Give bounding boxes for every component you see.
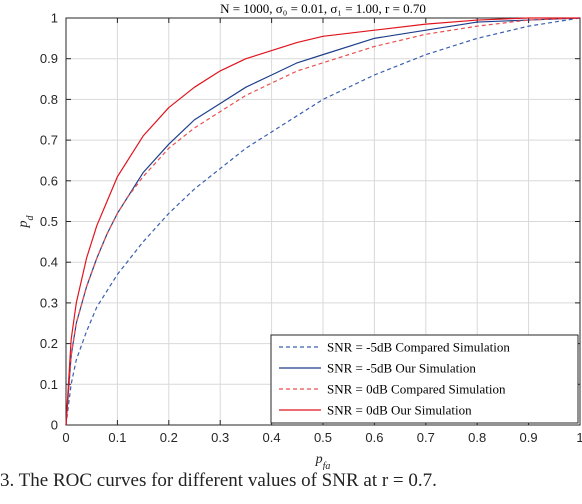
y-tick-label: 0.7 (40, 133, 58, 148)
x-tick-label: 0.4 (263, 430, 281, 445)
x-tick-label: 0.9 (520, 430, 538, 445)
y-tick-label: 0.6 (40, 173, 58, 188)
x-tick-label: 0.2 (160, 430, 178, 445)
series-line-1 (65, 17, 581, 426)
y-tick-label: 0.2 (40, 336, 58, 351)
legend: SNR = -5dB Compared Simulation SNR = -5dB… (270, 334, 579, 424)
x-tick-label: 0.3 (211, 430, 229, 445)
y-tick-label: 1 (51, 11, 58, 26)
x-tick-label: 0.1 (108, 430, 126, 445)
series-line-3 (65, 17, 581, 426)
y-tick-label: 0.9 (40, 51, 58, 66)
x-tick-label: 0.7 (417, 430, 435, 445)
roc-chart: 0 0.1 0.2 0.3 0.4 0.5 0.6 0.7 0.8 0.9 1 0 0.1 0.2 0.3 0… (16, 1, 582, 470)
x-tick-label: 0.5 (314, 430, 332, 445)
y-tick-label: 0 (51, 418, 58, 433)
y-tick-label: 0.4 (40, 255, 58, 270)
chart-title: N = 1000, σ₀ = 0.01, σ₁ = 1.00, r = 0.70 (220, 1, 426, 16)
x-tick-label: 0 (62, 430, 69, 445)
y-tick-label: 0.3 (40, 295, 58, 310)
axis-ticks: 0 0.1 0.2 0.3 0.4 0.5 0.6 0.7 0.8 0.9 1 0 0.1 0.2 0.3 0… (40, 11, 582, 446)
x-tick-label: 1 (576, 430, 582, 445)
legend-entry-2: SNR = -5dB Our Simulation (327, 361, 476, 376)
y-tick-label: 0.1 (40, 377, 58, 392)
y-tick-label: 0.5 (40, 214, 58, 229)
y-axis-label: pd (16, 215, 36, 229)
figure-caption: 3. The ROC curves for different values o… (0, 470, 437, 491)
y-tick-label: 0.8 (40, 92, 58, 107)
legend-entry-1: SNR = -5dB Compared Simulation (327, 340, 510, 355)
series-layer (65, 17, 581, 426)
legend-entry-3: SNR = 0dB Compared Simulation (327, 382, 506, 397)
x-tick-label: 0.6 (365, 430, 383, 445)
legend-entry-4: SNR = 0dB Our Simulation (327, 403, 472, 418)
x-axis-label: pfa (315, 452, 331, 470)
x-tick-label: 0.8 (468, 430, 486, 445)
series-line-4 (65, 17, 580, 426)
legend-box (270, 334, 579, 424)
